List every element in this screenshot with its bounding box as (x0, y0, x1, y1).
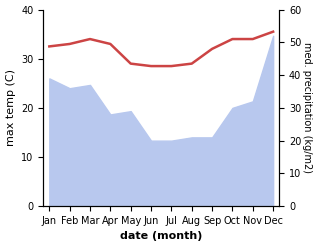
Y-axis label: max temp (C): max temp (C) (5, 69, 16, 146)
Y-axis label: med. precipitation (kg/m2): med. precipitation (kg/m2) (302, 42, 313, 173)
X-axis label: date (month): date (month) (120, 231, 203, 242)
